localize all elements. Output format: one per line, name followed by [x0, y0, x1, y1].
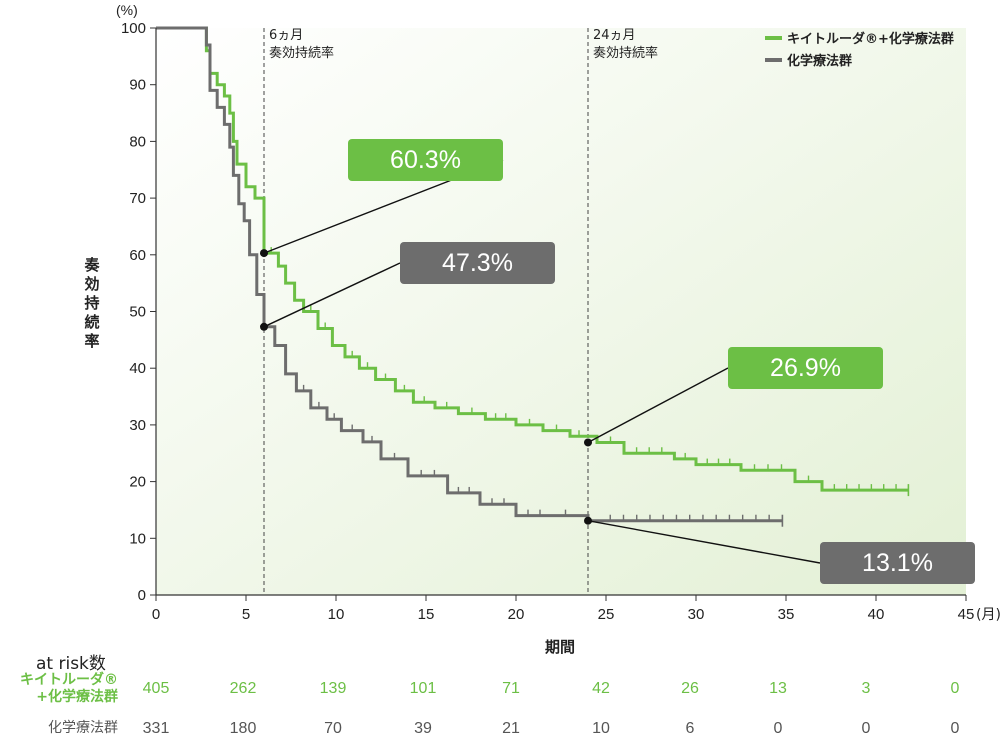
at-risk-value: 0	[950, 680, 960, 697]
at-risk-value: 71	[502, 680, 520, 697]
callout-point	[260, 322, 268, 331]
at-risk-value: 405	[142, 680, 170, 697]
y-tick-label: 50	[129, 304, 146, 321]
callout-leader	[263, 262, 401, 328]
y-tick-label: 10	[129, 530, 146, 547]
guide-annotation: 6ヵ月	[269, 28, 303, 43]
y-unit-label: (%)	[116, 2, 138, 18]
y-tick-label: 80	[129, 133, 146, 150]
at-risk-row-label: キイトルーダ® +化学療法群	[20, 672, 118, 705]
at-risk-value: 3	[861, 680, 871, 697]
callout-point	[260, 249, 268, 258]
x-unit-label: (月)	[976, 607, 1000, 623]
y-tick-label: 100	[121, 20, 146, 37]
at-risk-value: 0	[950, 720, 960, 737]
callout-leader	[587, 520, 821, 564]
x-tick-label: 40	[868, 606, 885, 623]
callout-value: 26.9%	[728, 347, 883, 389]
at-risk-value: 13	[769, 680, 787, 697]
at-risk-value: 42	[592, 680, 610, 697]
at-risk-value: 21	[502, 720, 520, 737]
plot-background	[156, 28, 966, 595]
callout-point	[584, 516, 592, 525]
x-tick-label: 10	[328, 606, 345, 623]
x-tick-label: 0	[152, 606, 160, 623]
at-risk-value: 0	[773, 720, 783, 737]
guide-annotation: 奏効持続率	[269, 45, 334, 61]
at-risk-value: 139	[319, 680, 347, 697]
callout-leader	[587, 367, 729, 444]
callout-value: 47.3%	[400, 242, 555, 284]
y-tick-label: 90	[129, 77, 146, 94]
series-line	[156, 26, 909, 492]
at-risk-value: 39	[414, 720, 432, 737]
at-risk-value: 26	[681, 680, 699, 697]
guide-annotation: 24ヵ月	[593, 28, 636, 43]
x-tick-label: 25	[598, 606, 615, 623]
x-axis-title: 期間	[545, 638, 575, 656]
y-tick-label: 20	[129, 474, 146, 491]
at-risk-value: 10	[592, 720, 610, 737]
y-tick-label: 70	[129, 190, 146, 207]
at-risk-value: 331	[142, 720, 170, 737]
at-risk-value: 70	[324, 720, 342, 737]
at-risk-value: 101	[409, 680, 437, 697]
y-tick-label: 30	[129, 417, 146, 434]
series-line	[156, 26, 783, 523]
x-tick-label: 45	[958, 606, 975, 623]
callout-value: 60.3%	[348, 139, 503, 181]
legend-label: 化学療法群	[787, 53, 852, 69]
callout-point	[584, 438, 592, 447]
at-risk-value: 180	[229, 720, 257, 737]
y-tick-label: 0	[138, 587, 146, 604]
guide-annotation: 奏効持続率	[593, 45, 658, 61]
x-tick-label: 5	[242, 606, 250, 623]
callout-value: 13.1%	[820, 542, 975, 584]
y-tick-label: 40	[129, 360, 146, 377]
at-risk-value: 0	[861, 720, 871, 737]
x-tick-label: 15	[418, 606, 435, 623]
x-tick-label: 35	[778, 606, 795, 623]
at-risk-value: 6	[685, 720, 695, 737]
at-risk-value: 262	[229, 680, 257, 697]
y-tick-label: 60	[129, 247, 146, 264]
legend-label: キイトルーダ®+化学療法群	[787, 31, 954, 47]
x-tick-label: 30	[688, 606, 705, 623]
at-risk-title: at risk数	[36, 654, 106, 674]
at-risk-row-label: 化学療法群	[48, 720, 118, 736]
y-axis-title: 奏効持続率	[83, 256, 100, 350]
x-tick-label: 20	[508, 606, 525, 623]
